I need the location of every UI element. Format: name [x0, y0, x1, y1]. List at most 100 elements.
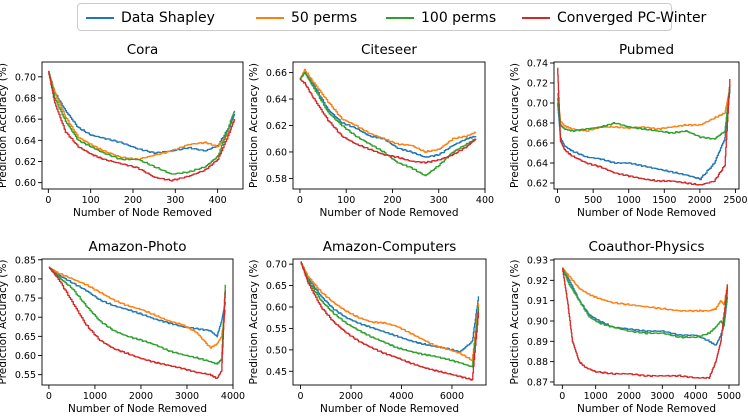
- y-tick-label: 0.88: [527, 357, 548, 368]
- y-tick-label: 0.66: [527, 139, 548, 150]
- series-line-data-shapley: [300, 261, 480, 353]
- x-tick-label: 1500: [652, 195, 676, 206]
- y-tick-label: 0.80: [15, 274, 36, 285]
- y-tick-label: 0.58: [266, 174, 287, 185]
- legend-swatch: [86, 17, 114, 19]
- legend-label: 100 perms: [421, 10, 497, 26]
- y-tick-label: 0.70: [15, 313, 36, 324]
- series-line-100-perms: [300, 261, 480, 368]
- series-line-data-shapley: [299, 72, 477, 158]
- x-tick-label: 0: [46, 391, 52, 402]
- x-tick-label: 0: [559, 391, 565, 402]
- x-tick-label: 1000: [617, 195, 641, 206]
- x-tick-label: 2000: [688, 195, 712, 206]
- series-line-converged-pc-winter: [48, 266, 226, 379]
- x-tick-label: 400: [209, 195, 227, 206]
- y-axis-label: Prediction Accuracy (%): [248, 63, 260, 188]
- y-tick-label: 0.68: [527, 119, 548, 130]
- y-tick-label: 0.68: [15, 93, 36, 104]
- y-tick-label: 0.62: [527, 179, 548, 190]
- series-line-100-perms: [299, 71, 477, 177]
- y-tick-label: 0.89: [527, 337, 548, 348]
- series-line-converged-pc-winter: [562, 267, 728, 380]
- series-line-50-perms: [562, 267, 728, 313]
- y-tick-label: 0.65: [266, 281, 287, 292]
- y-axis-label: Prediction Accuracy (%): [0, 63, 9, 188]
- axes-frame: [292, 61, 486, 190]
- legend-item-100-perms: 100 perms: [386, 10, 496, 26]
- y-tick-label: 0.50: [266, 345, 287, 356]
- subplot-cora: 0.60 0.62 0.64 0.66 0.68 0.70 0 100 200 300 400 Cor…: [0, 42, 244, 219]
- x-tick-label: 2000: [617, 391, 641, 402]
- x-axis-label: Number of Node Removed: [73, 207, 212, 219]
- x-tick-label: 1000: [83, 391, 107, 402]
- x-axis-label: Number of Node Removed: [577, 207, 716, 219]
- series-line-100-perms: [48, 266, 226, 365]
- axes-frame: [553, 61, 740, 190]
- x-tick-label: 5000: [717, 391, 741, 402]
- y-tick-label: 0.62: [15, 157, 36, 168]
- series-line-50-perms: [300, 261, 480, 362]
- series-line-converged-pc-winter: [48, 70, 236, 182]
- y-tick-label: 0.64: [527, 159, 548, 170]
- legend-label: Converged PC-Winter: [557, 10, 707, 26]
- x-tick-label: 200: [124, 195, 142, 206]
- subplot-title: Cora: [127, 42, 159, 58]
- series-line-100-perms: [557, 85, 731, 140]
- x-tick-label: 0: [45, 195, 51, 206]
- series-line-50-perms: [48, 266, 226, 349]
- y-tick-label: 0.90: [527, 316, 548, 327]
- subplot-pubmed: 0.62 0.64 0.66 0.68 0.70 0.72 0.74 0 500 1000 1500…: [509, 42, 748, 219]
- y-tick-label: 0.55: [266, 324, 287, 335]
- subplot-citeseer: 0.58 0.60 0.62 0.64 0.66 0 100 200 300 400 Citesee…: [248, 42, 494, 219]
- y-tick-label: 0.66: [15, 115, 36, 126]
- series-line-data-shapley: [557, 88, 731, 181]
- subplot-amazon-photo: 0.55 0.60 0.65 0.70 0.75 0.80 0.85 0 1000 2000 300…: [0, 239, 245, 415]
- y-axis-label: Prediction Accuracy (%): [0, 260, 9, 385]
- x-tick-label: 4000: [684, 391, 708, 402]
- x-axis-label: Number of Node Removed: [68, 403, 207, 415]
- legend-label: 50 perms: [291, 10, 358, 26]
- y-axis-label: Prediction Accuracy (%): [509, 260, 521, 385]
- x-tick-label: 2500: [723, 195, 747, 206]
- subplot-title: Citeseer: [361, 42, 417, 58]
- legend-item-converged-pc-winter: Converged PC-Winter: [522, 10, 706, 26]
- x-tick-label: 400: [476, 195, 494, 206]
- y-tick-label: 0.70: [266, 260, 287, 271]
- y-axis-label: Prediction Accuracy (%): [509, 63, 521, 188]
- x-tick-label: 6000: [440, 391, 464, 402]
- y-tick-label: 0.62: [266, 121, 287, 132]
- subplot-title: Amazon-Photo: [89, 239, 187, 255]
- x-axis-label: Number of Node Removed: [577, 403, 716, 415]
- y-tick-label: 0.60: [15, 178, 36, 189]
- series-line-converged-pc-winter: [557, 67, 731, 186]
- axes-frame: [41, 61, 244, 190]
- y-tick-label: 0.91: [527, 296, 548, 307]
- series-line-50-perms: [48, 70, 236, 161]
- legend-swatch: [256, 17, 284, 19]
- y-tick-label: 0.60: [266, 147, 287, 158]
- subplot-coauthor-physics: 0.87 0.88 0.89 0.90 0.91 0.92 0.93 0 1000 2000 300…: [509, 239, 741, 415]
- axes-frame: [553, 258, 740, 386]
- x-axis-label: Number of Node Removed: [320, 207, 459, 219]
- x-tick-label: 200: [383, 195, 401, 206]
- legend-item-50-perms: 50 perms: [256, 10, 357, 26]
- y-tick-label: 0.85: [15, 255, 36, 266]
- x-tick-label: 2000: [339, 391, 363, 402]
- y-tick-label: 0.74: [527, 59, 548, 70]
- legend-swatch: [386, 17, 414, 19]
- legend-item-data-shapley: Data Shapley: [86, 10, 215, 26]
- y-tick-label: 0.92: [527, 276, 548, 287]
- y-tick-label: 0.93: [527, 256, 548, 267]
- x-tick-label: 0: [297, 195, 303, 206]
- series-line-converged-pc-winter: [300, 261, 480, 381]
- legend-swatch: [522, 17, 550, 19]
- x-tick-label: 0: [298, 391, 304, 402]
- legend-label: Data Shapley: [121, 10, 215, 26]
- y-tick-label: 0.66: [266, 68, 287, 79]
- y-tick-label: 0.70: [15, 72, 36, 83]
- series-line-50-perms: [557, 87, 731, 132]
- subplot-title: Coauthor-Physics: [588, 239, 704, 255]
- x-tick-label: 4000: [221, 391, 245, 402]
- subplot-title: Amazon-Computers: [323, 239, 457, 255]
